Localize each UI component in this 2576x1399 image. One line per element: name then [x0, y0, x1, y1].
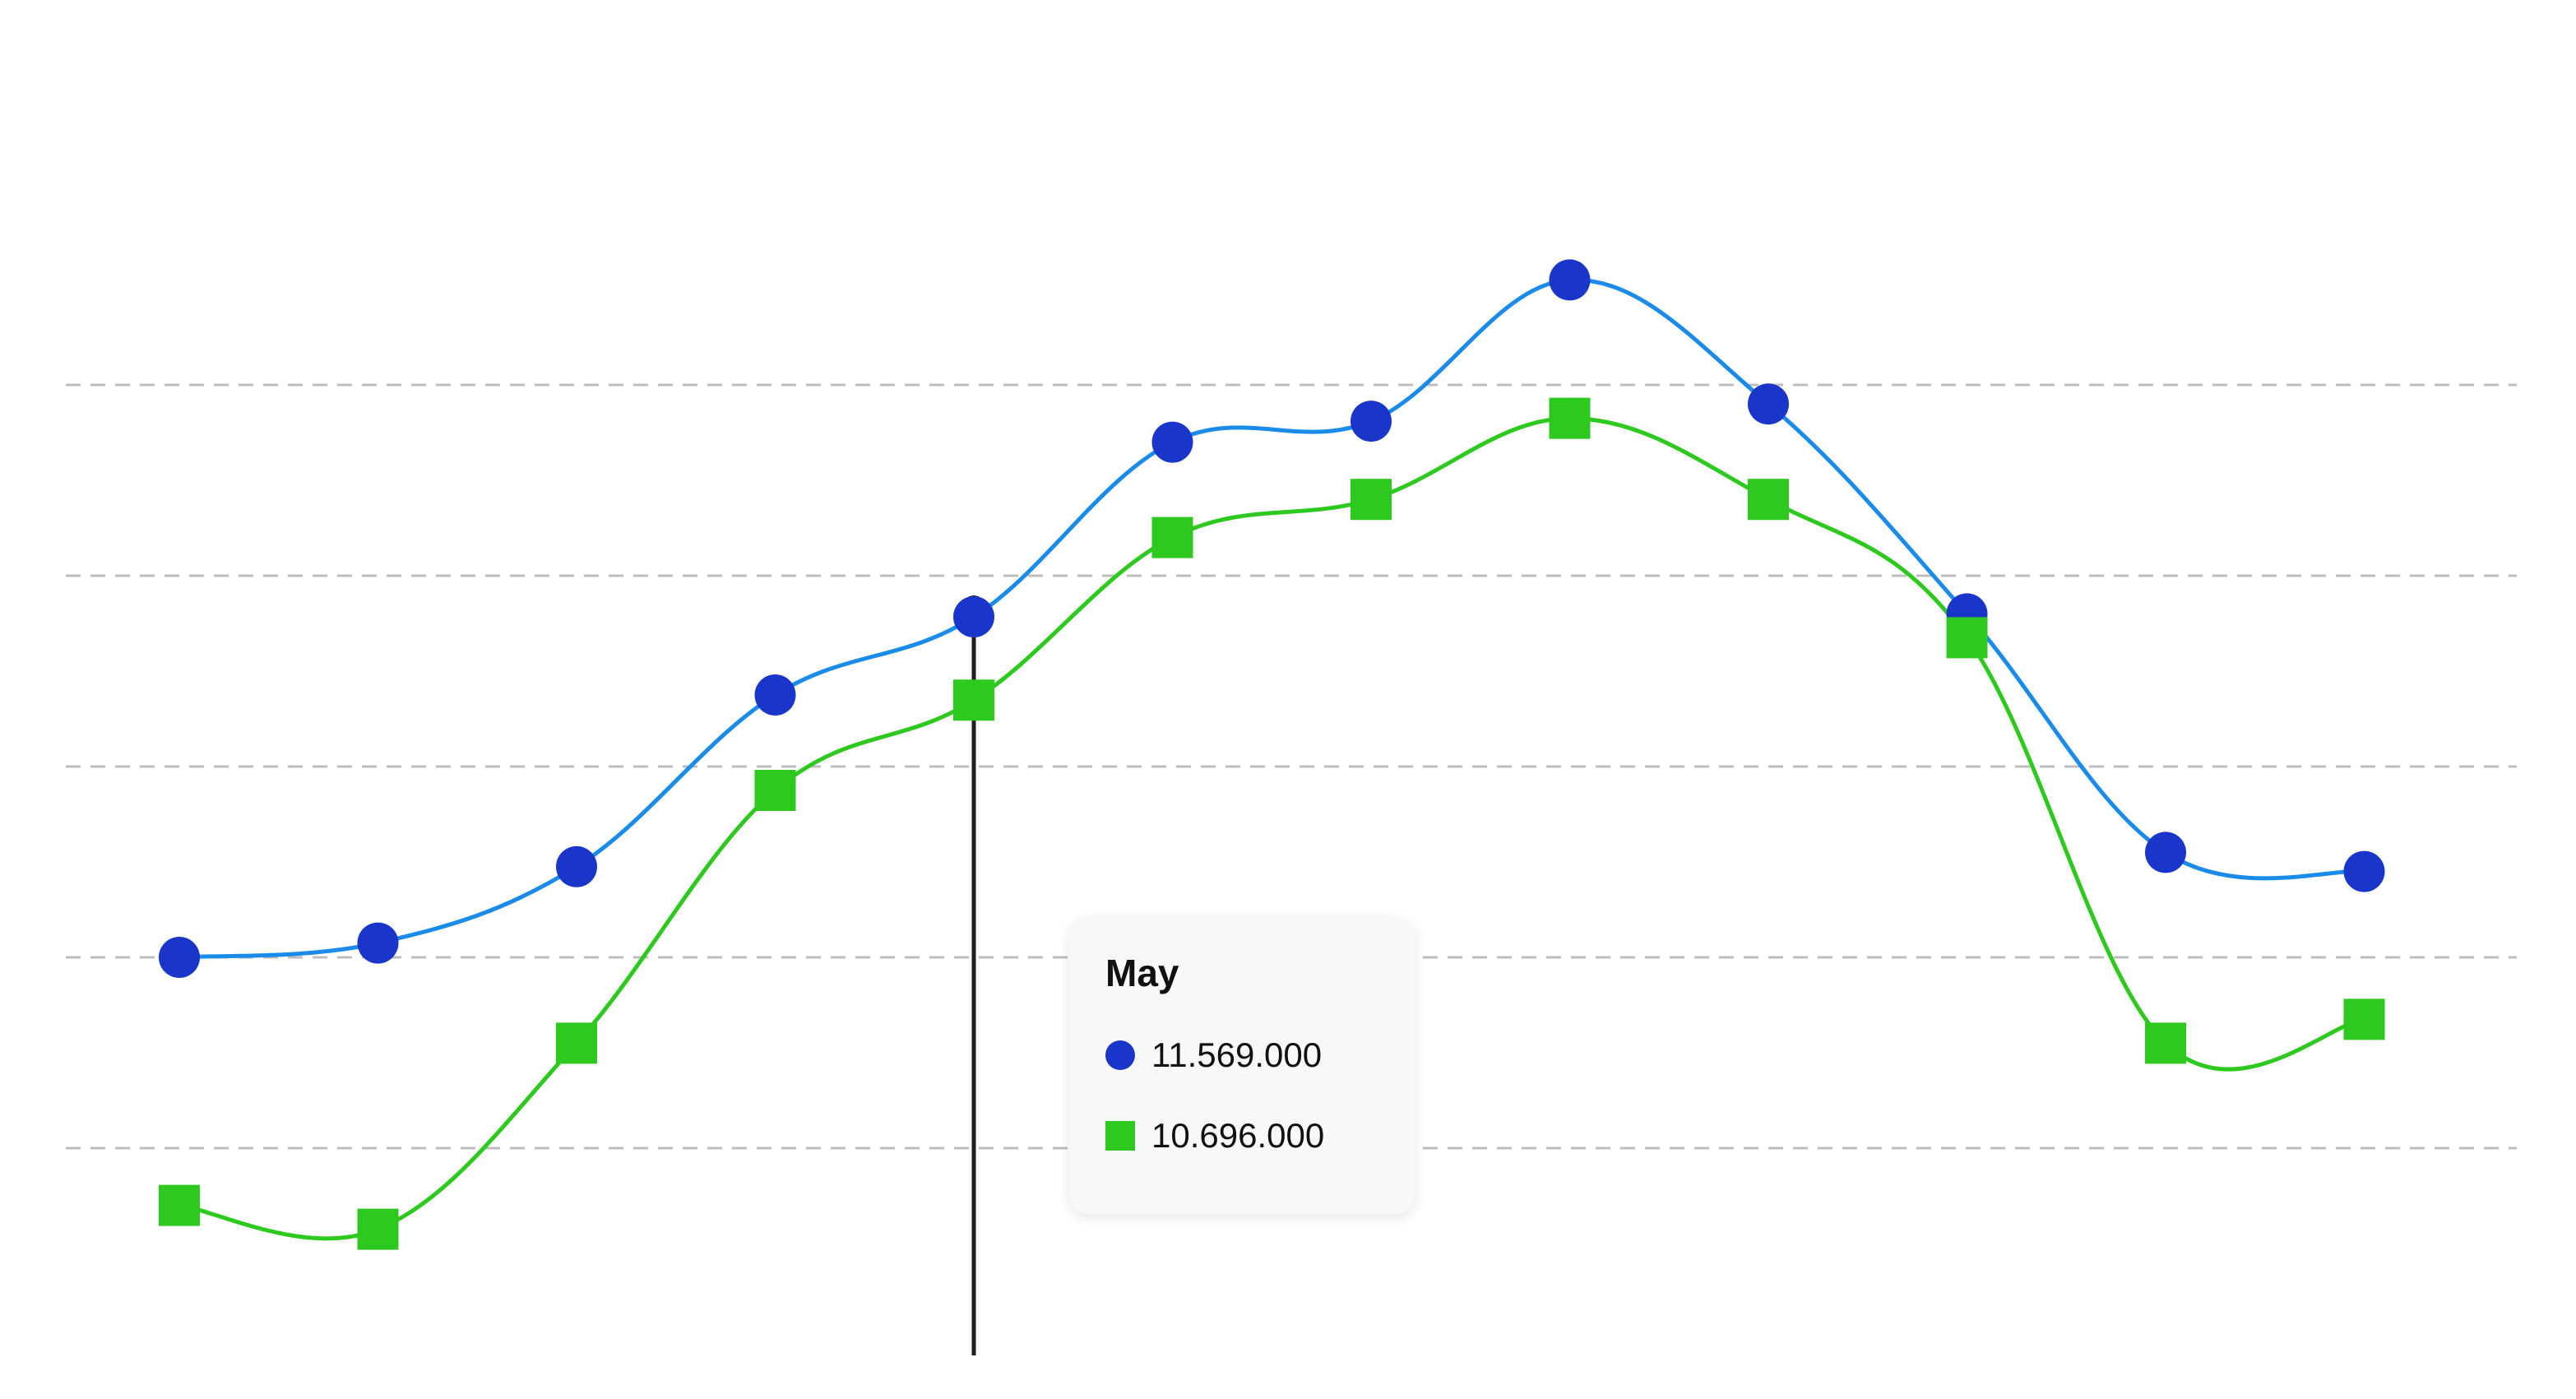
data-point-series-2-jul	[1351, 479, 1392, 521]
circle-marker-icon	[1105, 1040, 1135, 1070]
tooltip-value-series-2: 10.696.000	[1151, 1116, 1325, 1155]
data-point-series-2-may	[953, 679, 994, 721]
data-point-series-1-mar	[556, 845, 597, 887]
chart-tooltip: May 11.569.000 10.696.000	[1069, 918, 1415, 1214]
data-point-series-1-jun	[1151, 421, 1193, 463]
data-point-series-1-aug	[1549, 259, 1591, 301]
data-point-series-1-jul	[1351, 401, 1392, 442]
data-point-series-2-sep	[1748, 479, 1789, 521]
tooltip-title: May	[1105, 952, 1179, 994]
data-point-series-1-may	[953, 595, 994, 637]
data-point-series-2-feb	[357, 1208, 399, 1250]
data-point-series-2-oct	[1946, 617, 1988, 659]
data-point-series-2-jan	[159, 1184, 200, 1226]
data-point-series-2-apr	[754, 770, 796, 811]
series-line-2	[178, 416, 2365, 1241]
tooltip-row-series-2: 10.696.000	[1105, 1116, 1415, 1155]
data-point-series-2-aug	[1549, 397, 1591, 439]
data-point-series-2-jun	[1151, 517, 1193, 558]
square-marker-icon	[1105, 1121, 1135, 1151]
series-line-1	[178, 277, 2365, 960]
data-point-series-2-dec	[2343, 998, 2385, 1040]
tooltip-row-series-1: 11.569.000	[1105, 1035, 1415, 1074]
data-point-series-1-dec	[2343, 850, 2385, 892]
data-point-series-1-jan	[159, 937, 200, 978]
data-point-series-2-nov	[2145, 1022, 2186, 1064]
tooltip-value-series-1: 11.569.000	[1151, 1035, 1323, 1074]
data-point-series-1-sep	[1748, 383, 1789, 425]
data-point-series-1-nov	[2145, 832, 2186, 873]
data-point-series-2-mar	[556, 1022, 597, 1064]
data-point-series-1-apr	[754, 674, 796, 716]
data-point-series-1-feb	[357, 922, 399, 964]
